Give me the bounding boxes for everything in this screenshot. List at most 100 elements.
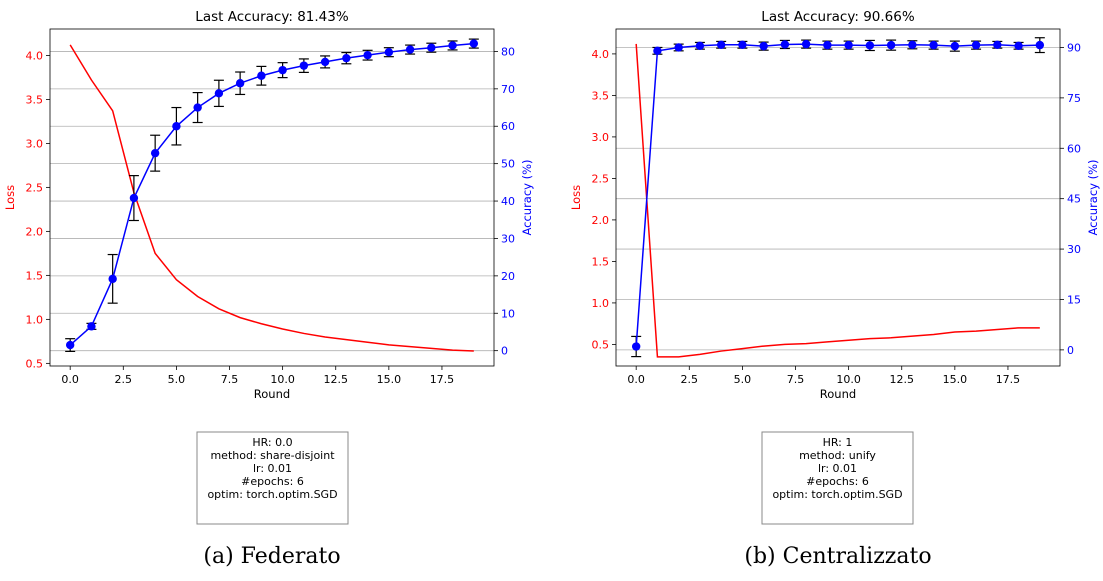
accuracy-point bbox=[193, 103, 202, 112]
left-tick-label: 2.0 bbox=[26, 225, 44, 238]
chart-panel-centralizzato: Last Accuracy: 90.66% 0.0 2.5 5.0 7.5 10.0 12.… bbox=[569, 9, 1100, 569]
right-tick-label: 0 bbox=[1067, 344, 1074, 357]
right-tick-label: 15 bbox=[1067, 293, 1081, 306]
accuracy-point bbox=[823, 40, 832, 50]
right-tick-label: 40 bbox=[501, 195, 515, 208]
right-tick-label: 30 bbox=[501, 232, 515, 245]
info-line: method: share-disjoint bbox=[210, 449, 335, 462]
accuracy-point bbox=[299, 61, 309, 70]
accuracy-point bbox=[469, 39, 479, 48]
accuracy-point bbox=[172, 122, 181, 131]
left-tick-label: 1.5 bbox=[26, 269, 44, 282]
accuracy-point bbox=[993, 40, 1002, 49]
x-tick-label: 10.0 bbox=[270, 373, 295, 386]
x-tick-label: 0.0 bbox=[61, 373, 79, 386]
left-tick-label: 4.0 bbox=[592, 48, 610, 61]
accuracy-point bbox=[405, 45, 415, 54]
right-tick-label: 60 bbox=[501, 120, 515, 133]
right-tick-label: 0 bbox=[501, 345, 508, 358]
x-tick-label: 17.5 bbox=[996, 373, 1021, 386]
info-box bbox=[761, 431, 914, 525]
accuracy-point bbox=[780, 40, 790, 49]
chart-panel-federato: Last Accuracy: 81.43% 0.0 2.5 5.0 7.5 10.0 12.… bbox=[3, 9, 534, 569]
accuracy-point bbox=[427, 43, 436, 52]
accuracy-point bbox=[1035, 40, 1045, 50]
left-tick-label: 3.5 bbox=[26, 93, 44, 106]
plot-frame bbox=[615, 28, 1061, 367]
accuracy-point bbox=[235, 79, 245, 88]
left-tick-label: 3.5 bbox=[592, 89, 610, 102]
x-tick-label: 7.5 bbox=[221, 373, 239, 386]
x-tick-label: 7.5 bbox=[787, 373, 805, 386]
right-tick-label: 50 bbox=[501, 158, 515, 171]
left-tick-label: 3.0 bbox=[592, 131, 610, 144]
info-line: HR: 0.0 bbox=[252, 436, 292, 449]
accuracy-point bbox=[342, 53, 351, 63]
accuracy-point bbox=[214, 89, 224, 98]
info-line: HR: 1 bbox=[823, 436, 853, 449]
left-tick-label: 2.5 bbox=[592, 172, 610, 185]
accuracy-point bbox=[631, 342, 641, 351]
accuracy-point bbox=[674, 43, 683, 52]
right-axis-label: Accuracy (%) bbox=[1086, 159, 1100, 235]
accuracy-point bbox=[695, 41, 705, 50]
x-tick-label: 2.5 bbox=[681, 373, 699, 386]
accuracy-point bbox=[886, 40, 896, 50]
info-line: method: unify bbox=[799, 449, 876, 462]
left-axis-label: Loss bbox=[569, 185, 583, 210]
accuracy-point bbox=[844, 40, 853, 50]
accuracy-point bbox=[129, 193, 139, 203]
accuracy-point bbox=[929, 40, 938, 50]
right-tick-label: 90 bbox=[1067, 41, 1081, 54]
info-line: #epochs: 6 bbox=[806, 475, 869, 488]
x-tick-label: 12.5 bbox=[889, 373, 914, 386]
info-line: #epochs: 6 bbox=[241, 475, 304, 488]
left-tick-label: 4.0 bbox=[26, 49, 44, 62]
x-tick-label: 15.0 bbox=[943, 373, 968, 386]
accuracy-point bbox=[716, 40, 726, 49]
x-tick-label: 2.5 bbox=[115, 373, 133, 386]
accuracy-point bbox=[653, 46, 662, 56]
right-tick-label: 80 bbox=[501, 45, 515, 58]
accuracy-point bbox=[950, 41, 960, 51]
left-tick-label: 1.0 bbox=[26, 313, 44, 326]
left-tick-label: 1.5 bbox=[592, 255, 610, 268]
accuracy-point bbox=[257, 71, 266, 80]
accuracy-point bbox=[865, 41, 875, 50]
right-tick-label: 60 bbox=[1067, 142, 1081, 155]
plot-frame bbox=[49, 28, 495, 367]
right-tick-label: 20 bbox=[501, 270, 515, 283]
accuracy-line bbox=[635, 43, 1040, 347]
accuracy-point bbox=[363, 50, 372, 60]
accuracy-point bbox=[448, 41, 457, 50]
left-tick-label: 0.5 bbox=[26, 357, 44, 370]
x-tick-label: 5.0 bbox=[734, 373, 752, 386]
info-line: lr: 0.01 bbox=[818, 462, 857, 475]
left-tick-label: 1.0 bbox=[592, 297, 610, 310]
info-line: optim: torch.optim.SGD bbox=[772, 488, 902, 501]
x-tick-label: 5.0 bbox=[168, 373, 186, 386]
accuracy-point bbox=[320, 57, 330, 67]
right-axis-label: Accuracy (%) bbox=[520, 159, 534, 235]
x-tick-label: 17.5 bbox=[430, 373, 455, 386]
x-axis-label: Round bbox=[820, 387, 856, 401]
right-tick-label: 45 bbox=[1067, 193, 1081, 206]
loss-line bbox=[69, 44, 474, 352]
right-tick-label: 30 bbox=[1067, 243, 1081, 256]
accuracy-point bbox=[1014, 41, 1023, 50]
left-tick-label: 2.5 bbox=[26, 181, 44, 194]
info-line: optim: torch.optim.SGD bbox=[207, 488, 337, 501]
left-axis-label: Loss bbox=[3, 185, 17, 210]
left-tick-label: 3.0 bbox=[26, 137, 44, 150]
right-tick-label: 70 bbox=[501, 83, 515, 96]
chart-title: Last Accuracy: 90.66% bbox=[761, 9, 915, 25]
figure-caption: (b) Centralizzato bbox=[744, 544, 931, 569]
accuracy-point bbox=[801, 39, 811, 49]
x-tick-label: 10.0 bbox=[836, 373, 861, 386]
chart-title: Last Accuracy: 81.43% bbox=[195, 9, 349, 25]
x-tick-label: 15.0 bbox=[377, 373, 402, 386]
x-axis-label: Round bbox=[254, 387, 290, 401]
left-tick-label: 2.0 bbox=[592, 214, 610, 227]
accuracy-point bbox=[87, 322, 96, 331]
